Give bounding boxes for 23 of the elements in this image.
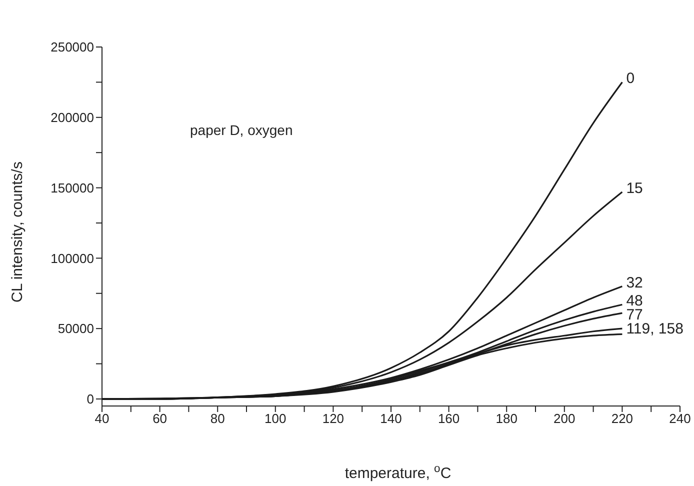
y-tick-label: 200000 [50,110,94,126]
series-label: 15 [626,180,643,198]
y-tick-label: 150000 [50,180,94,196]
y-axis-title: CL intensity, counts/s [9,162,26,302]
x-tick-label: 160 [438,411,460,426]
x-tick-label: 60 [152,411,168,426]
x-tick-label: 140 [380,411,402,426]
y-tick-label: 0 [86,392,94,407]
x-tick-label: 100 [264,411,286,426]
x-tick-label: 200 [554,411,576,426]
series-label: 32 [626,274,643,292]
x-axis-title: temperature, $^{o}$C [344,463,452,482]
y-tick-label: 250000 [50,40,94,55]
y-tick-label: 50000 [58,321,94,336]
x-tick-label: 240 [669,411,691,426]
x-tick-label: 220 [611,411,634,426]
x-tick-label: 80 [210,411,225,426]
x-tick-label: 180 [496,411,518,426]
x-tick-label: 120 [322,411,344,426]
annotation: paper D, oxygen [190,122,293,138]
x-tick-label: 40 [94,411,110,426]
y-tick-label: 100000 [50,250,94,266]
series-label: 0 [626,70,635,88]
